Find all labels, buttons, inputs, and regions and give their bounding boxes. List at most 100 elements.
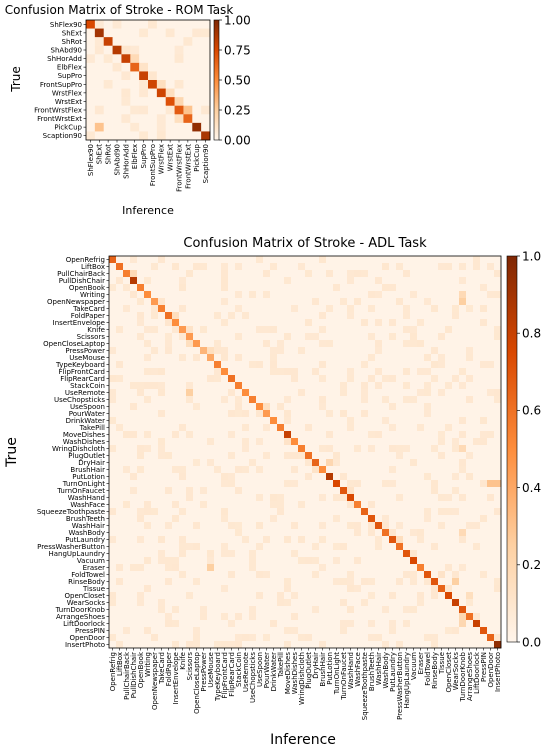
adl-cell-27-1 [116,445,124,453]
adl-ytick-label: TakeCard [72,305,105,313]
adl-cell-5-32 [333,291,341,299]
adl-cell-44-27 [298,564,306,572]
adl-cell-38-51 [466,522,474,530]
adl-cell-11-41 [396,333,404,341]
adl-cell-36-36 [361,508,369,516]
adl-cell-8-53 [480,312,488,320]
adl-cell-40-19 [242,536,250,544]
adl-cell-4-17 [228,284,236,292]
adl-cell-26-18 [235,438,243,446]
adl-cell-16-42 [403,368,411,376]
adl-cell-28-52 [473,452,481,460]
adl-cell-41-52 [473,543,481,551]
adl-cell-44-44 [417,564,425,572]
adl-cell-45-50 [459,571,467,579]
adl-cell-48-31 [326,592,334,600]
adl-cell-53-43 [410,627,418,635]
adl-cell-20-51 [466,396,474,404]
adl-cell-54-39 [382,634,390,642]
adl-cell-46-2 [123,578,131,586]
adl-cell-48-50 [459,592,467,600]
rom-cell-1-7 [148,28,158,38]
adl-cell-38-14 [207,522,215,530]
adl-cell-46-0 [109,578,117,586]
adl-cell-27-36 [361,445,369,453]
rom-cell-7-3 [112,80,122,89]
adl-cell-16-14 [207,368,215,376]
adl-cell-44-34 [347,564,355,572]
adl-cell-16-34 [347,368,355,376]
adl-cell-15-20 [249,361,257,369]
rom-cell-11-4 [121,114,131,124]
adl-cell-33-5 [144,487,152,495]
adl-cell-4-3 [130,284,138,292]
rom-cell-12-3 [112,122,122,132]
rom-cell-9-10 [174,97,184,107]
adl-cell-54-30 [319,634,327,642]
adl-cell-54-12 [193,634,201,642]
adl-cell-35-21 [256,501,264,509]
adl-cell-22-30 [319,410,327,418]
adl-ytick-label: PlugOutlet [68,452,105,460]
adl-cell-8-49 [452,312,460,320]
adl-cell-46-40 [389,578,397,586]
adl-cell-25-22 [263,431,271,439]
adl-cell-30-46 [431,466,439,474]
adl-cell-22-5 [144,410,152,418]
adl-cell-38-50 [459,522,467,530]
rom-cell-1-10 [174,28,184,38]
adl-cell-34-24 [277,494,285,502]
adl-cell-26-22 [263,438,271,446]
adl-cell-15-18 [235,361,243,369]
adl-cell-53-12 [193,627,201,635]
adl-cell-53-0 [109,627,117,635]
adl-cell-16-35 [354,368,362,376]
adl-cell-32-0 [109,480,117,488]
adl-cell-48-35 [354,592,362,600]
adl-cell-48-42 [403,592,411,600]
adl-cell-41-1 [116,543,124,551]
adl-ytick-label: TypeKeyboard [55,361,105,369]
adl-cell-1-2 [123,263,131,271]
adl-cell-26-9 [172,438,180,446]
adl-cell-53-32 [333,627,341,635]
adl-cell-32-36 [361,480,369,488]
adl-cell-44-51 [466,564,474,572]
adl-cell-44-0 [109,564,117,572]
adl-cell-41-7 [158,543,166,551]
adl-cell-30-23 [270,466,278,474]
adl-cell-28-45 [424,452,432,460]
adl-cell-19-25 [284,389,292,397]
adl-cell-9-1 [116,319,124,327]
adl-cell-18-49 [452,382,460,390]
adl-cell-48-51 [466,592,474,600]
adl-cell-17-20 [249,375,257,383]
adl-cell-2-12 [193,270,201,278]
adl-cell-6-20 [249,298,257,306]
adl-cell-6-50 [459,298,467,306]
adl-xtick-label: PullDishChair [130,652,138,698]
adl-cell-41-10 [179,543,187,551]
adl-cell-38-17 [228,522,236,530]
adl-cell-30-42 [403,466,411,474]
adl-cell-29-48 [445,459,453,467]
adl-cell-4-51 [466,284,474,292]
adl-cell-45-30 [319,571,327,579]
adl-cell-42-30 [319,550,327,558]
rom-cell-5-4 [121,62,131,72]
adl-cell-28-16 [221,452,229,460]
adl-cell-53-7 [158,627,166,635]
adl-cell-49-22 [263,599,271,607]
adl-cell-4-28 [305,284,313,292]
adl-cell-24-1 [116,424,124,432]
adl-cell-28-10 [179,452,187,460]
adl-cell-44-6 [151,564,159,572]
adl-cell-33-17 [228,487,236,495]
adl-cell-46-21 [256,578,264,586]
adl-cell-32-53 [480,480,488,488]
adl-cell-4-5 [144,284,152,292]
adl-cell-47-45 [424,585,432,593]
adl-cell-46-15 [214,578,222,586]
adl-cell-41-41 [396,543,404,551]
adl-cell-27-17 [228,445,236,453]
